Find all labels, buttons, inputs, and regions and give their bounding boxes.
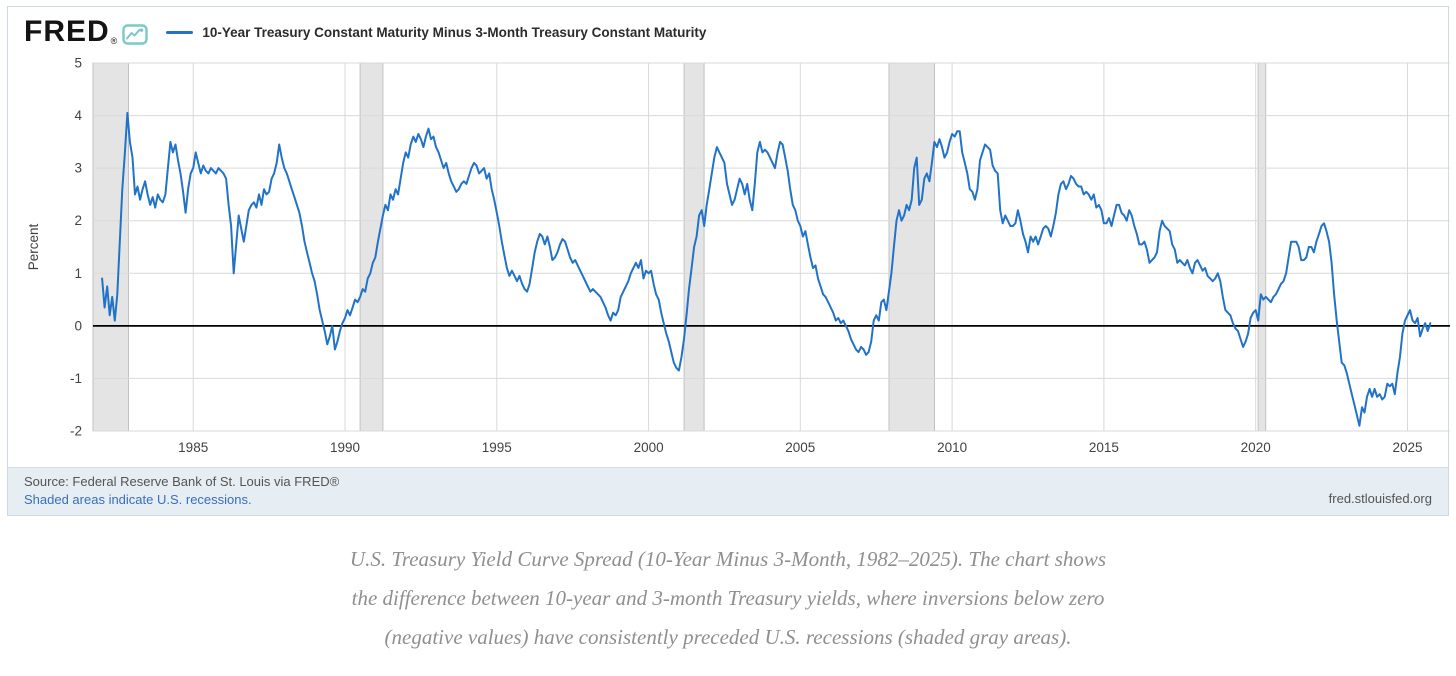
chart-footer: Source: Federal Reserve Bank of St. Loui… [8, 467, 1448, 515]
y-axis-label: Percent [26, 223, 41, 270]
fred-sparkline-icon [122, 24, 149, 45]
x-tick-label: 1995 [482, 440, 512, 455]
y-tick-label: 4 [74, 108, 82, 123]
x-tick-label: 2020 [1241, 440, 1271, 455]
x-tick-label: 2005 [785, 440, 815, 455]
fred-logo-text: FRED [24, 15, 110, 48]
series-line [101, 111, 1432, 427]
recession-band [359, 62, 384, 432]
chart-header: FRED ® 10-Year Treasury Constant Maturit… [8, 7, 1448, 57]
x-tick-label: 2025 [1392, 440, 1422, 455]
y-tick-label: 0 [74, 318, 82, 333]
y-tick-label: -1 [70, 371, 82, 386]
recessions-note-link[interactable]: Shaded areas indicate U.S. recessions. [24, 492, 252, 507]
x-tick-label: 2010 [937, 440, 967, 455]
source-text: Source: Federal Reserve Bank of St. Loui… [24, 474, 340, 489]
chart-legend: 10-Year Treasury Constant Maturity Minus… [166, 25, 706, 40]
recession-band [92, 62, 129, 432]
caption-line: U.S. Treasury Yield Curve Spread (10-Yea… [349, 547, 1107, 571]
legend-series-label: 10-Year Treasury Constant Maturity Minus… [202, 24, 707, 40]
y-tick-label: 2 [74, 213, 82, 228]
recession-band [888, 62, 935, 432]
fred-registered-mark: ® [110, 36, 118, 46]
recession-band [1257, 62, 1267, 432]
fred-chart-card: FRED ® 10-Year Treasury Constant Maturit… [7, 6, 1450, 516]
fred-logo[interactable]: FRED ® [24, 15, 149, 48]
x-tick-label: 2000 [634, 440, 664, 455]
legend-line-swatch [166, 30, 194, 34]
x-tick-label: 1985 [178, 440, 208, 455]
fred-site-text: fred.stlouisfed.org [1328, 491, 1432, 506]
caption-line: the difference between 10-year and 3-mon… [351, 586, 1105, 610]
y-tick-label: -2 [70, 424, 82, 439]
caption-line: (negative values) have consistently prec… [384, 625, 1072, 649]
figure-caption: U.S. Treasury Yield Curve Spread (10-Yea… [0, 540, 1456, 657]
x-tick-label: 1990 [330, 440, 360, 455]
x-tick-label: 2015 [1089, 440, 1119, 455]
y-tick-label: 1 [74, 266, 82, 281]
y-tick-label: 3 [74, 161, 82, 176]
y-tick-label: 5 [74, 57, 82, 71]
yield-spread-chart: 5 4 3 2 1 0 -1 -2 1985 1990 1995 2000 2005 2010 2015 20… [26, 57, 1450, 455]
